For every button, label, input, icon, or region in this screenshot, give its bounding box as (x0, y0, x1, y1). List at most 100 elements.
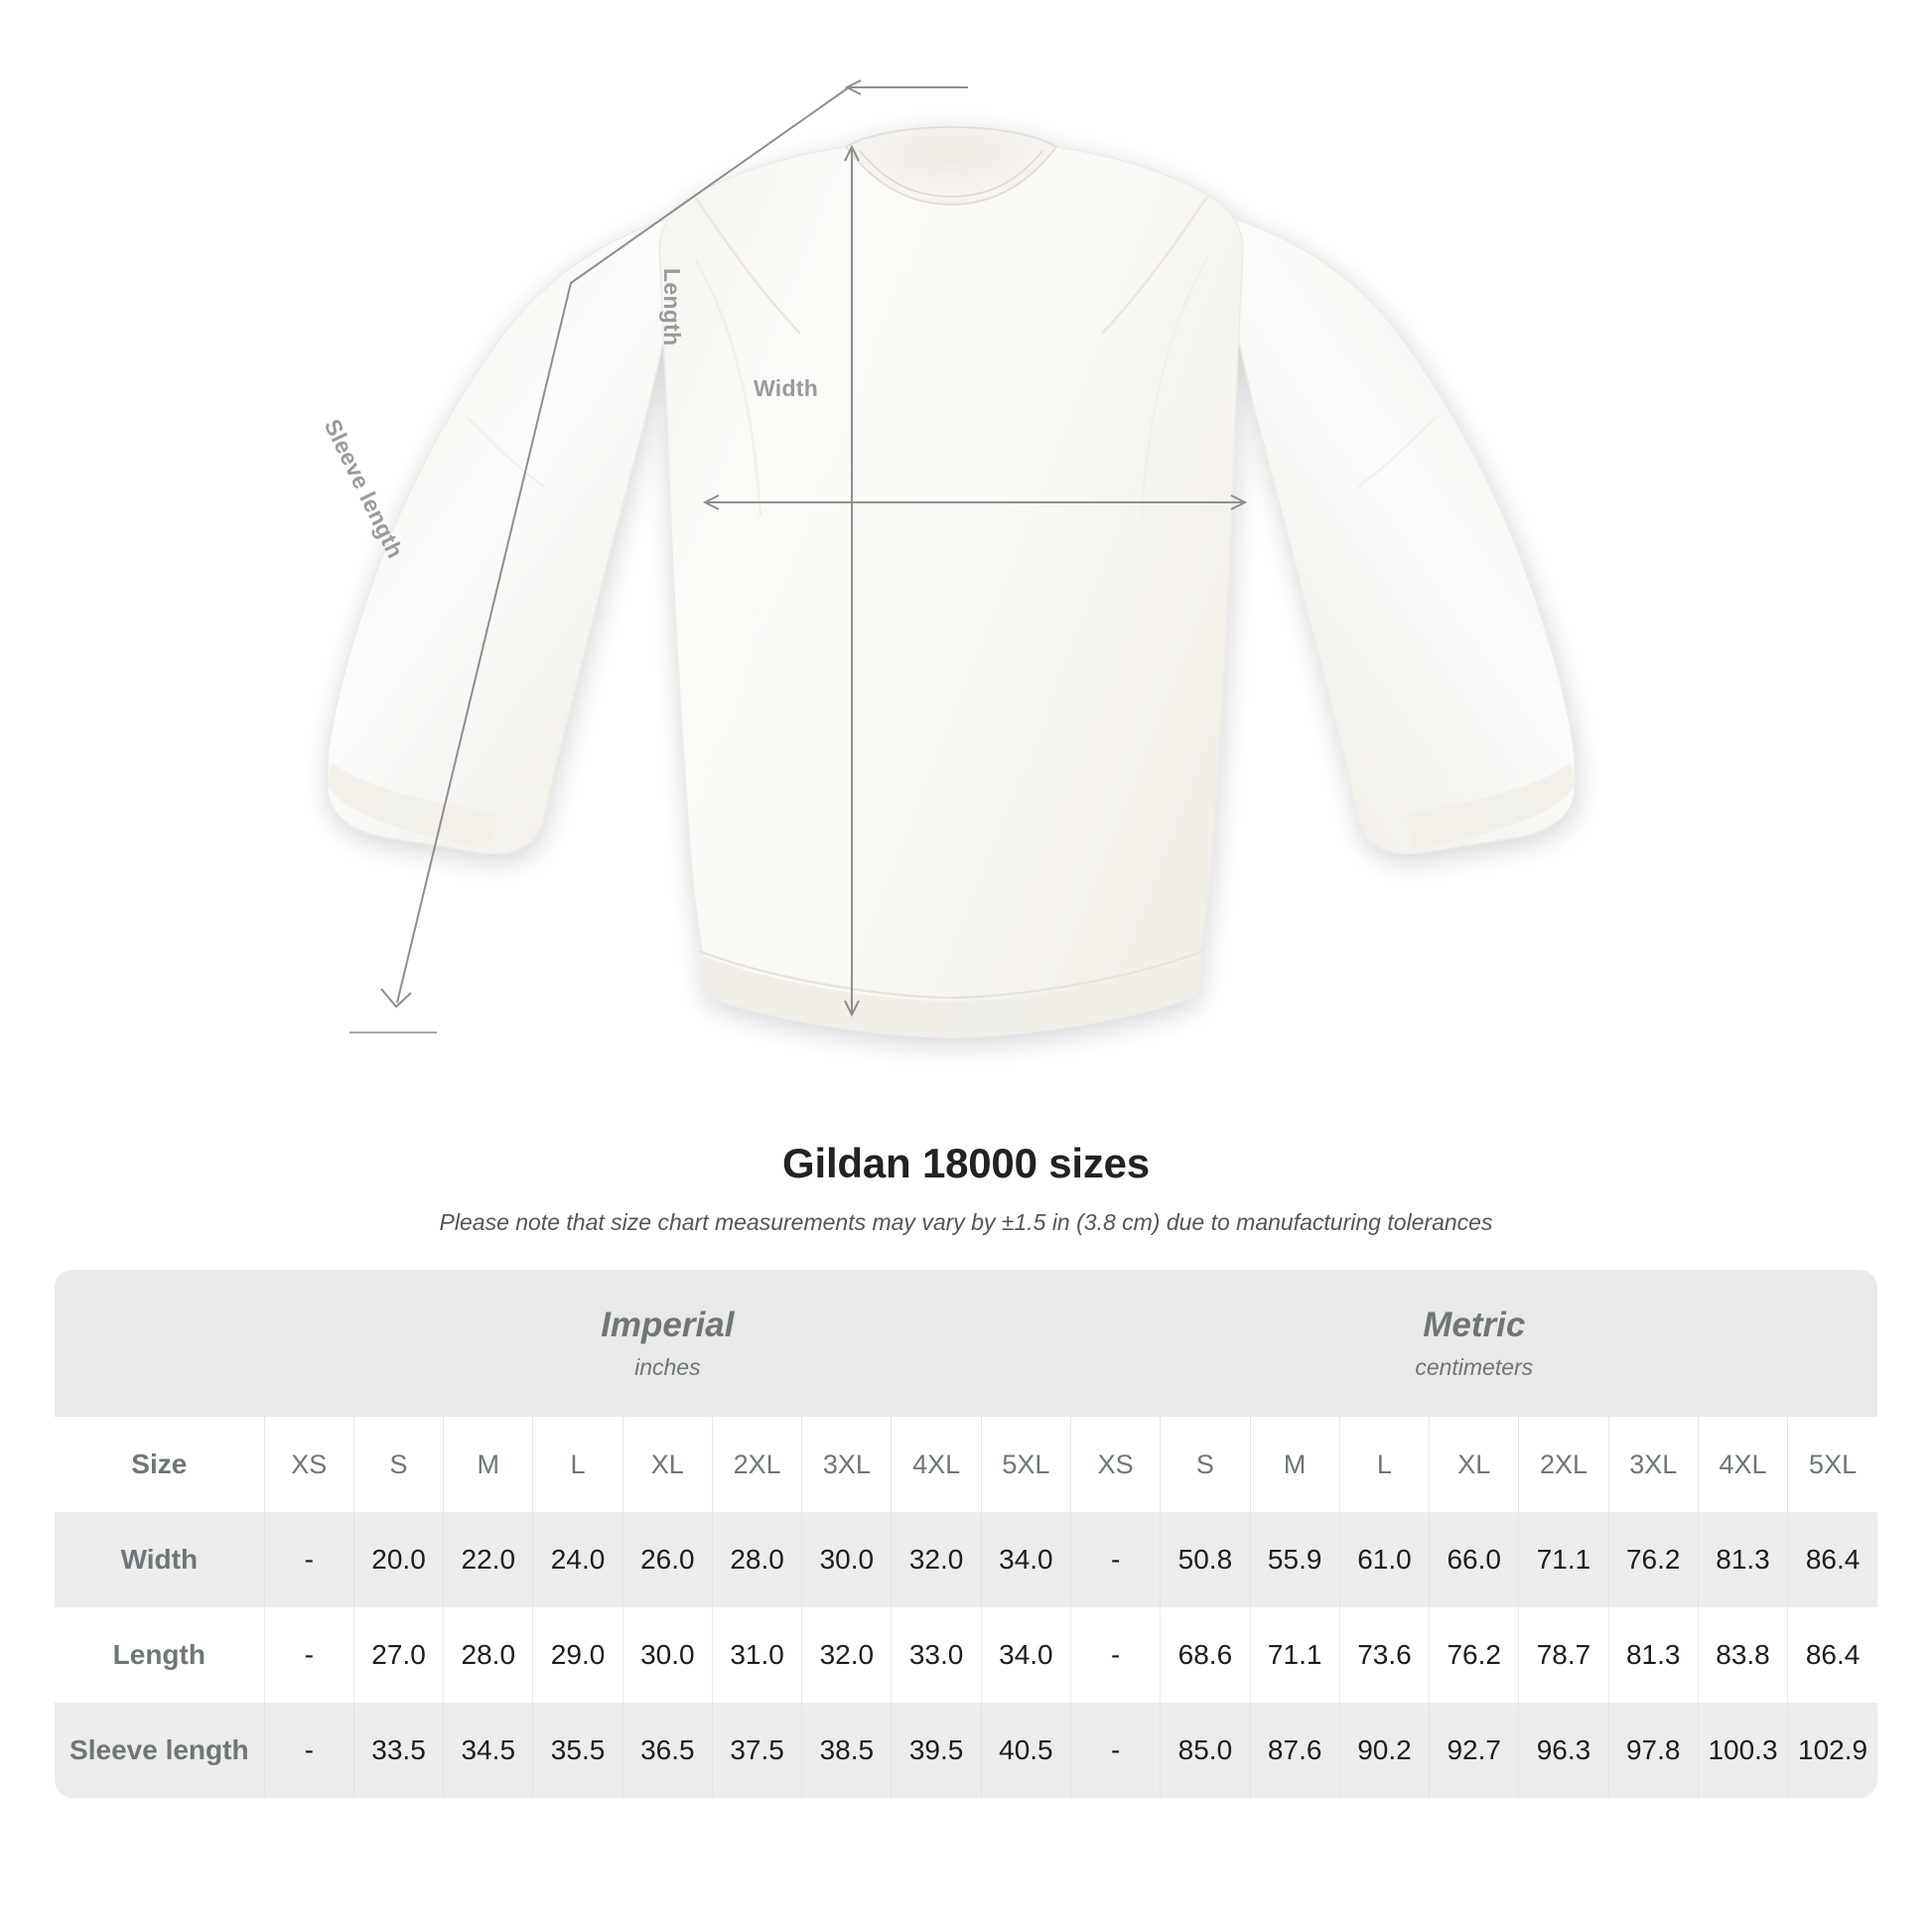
size-header-metric-4xl: 4XL (1698, 1417, 1789, 1512)
size-header-imperial-m: M (443, 1417, 534, 1512)
cell-sleeve-length-metric-2xl: 96.3 (1518, 1703, 1609, 1798)
unit-group-unit: centimeters (1415, 1353, 1534, 1380)
fold-sleeve-right (1357, 416, 1437, 487)
unit-group-name: Imperial (601, 1306, 735, 1345)
cell-sleeve-length-imperial-xs: - (264, 1703, 354, 1798)
cell-length-metric-m: 71.1 (1250, 1607, 1340, 1703)
cell-width-metric-2xl: 71.1 (1518, 1512, 1609, 1607)
cell-width-imperial-3xl: 30.0 (801, 1512, 893, 1607)
cell-length-metric-5xl: 86.4 (1787, 1607, 1877, 1703)
left-cuff (328, 762, 498, 849)
right-sleeve (1216, 212, 1576, 855)
collar-inner-line (859, 150, 1043, 198)
sweatshirt-illustration (327, 126, 1576, 1038)
size-header-metric-m: M (1250, 1417, 1340, 1512)
size-header-metric-l: L (1339, 1417, 1431, 1512)
cell-length-imperial-s: 27.0 (353, 1607, 445, 1703)
cell-length-imperial-3xl: 32.0 (801, 1607, 893, 1703)
row-label-length: Length (55, 1607, 265, 1703)
cell-length-metric-s: 68.6 (1160, 1607, 1251, 1703)
size-header-metric-3xl: 3XL (1608, 1417, 1699, 1512)
unit-group-imperial: Imperial inches (264, 1270, 1071, 1417)
bottom-hem (701, 955, 1201, 1037)
cell-sleeve-length-metric-xl: 92.7 (1429, 1703, 1520, 1798)
unit-group-unit: inches (634, 1353, 701, 1380)
width-annotation-label: Width (754, 375, 819, 401)
row-label-sleeve-length: Sleeve length (55, 1703, 265, 1798)
cell-sleeve-length-imperial-m: 34.5 (443, 1703, 534, 1798)
cell-length-metric-3xl: 81.3 (1608, 1607, 1699, 1703)
fold-right (1140, 257, 1209, 517)
cell-sleeve-length-metric-xs: - (1070, 1703, 1162, 1798)
cell-length-imperial-xs: - (264, 1607, 354, 1703)
cell-width-metric-xl: 66.0 (1429, 1512, 1520, 1607)
size-table: Imperial inches Metric centimeters Size XS S M L… (55, 1270, 1877, 1798)
right-shoulder-seam (1101, 196, 1208, 335)
size-column-header: Size (55, 1417, 265, 1512)
length-measure-line (844, 144, 860, 1018)
fold-left (693, 257, 762, 517)
cell-sleeve-length-metric-3xl: 97.8 (1608, 1703, 1699, 1798)
tolerance-note: Please note that size chart measurements… (439, 1209, 1493, 1235)
cell-sleeve-length-metric-m: 87.6 (1250, 1703, 1340, 1798)
size-header-metric-2xl: 2XL (1518, 1417, 1609, 1512)
cell-length-metric-xl: 76.2 (1429, 1607, 1520, 1703)
unit-group-header-row: Imperial inches Metric centimeters (55, 1270, 1877, 1417)
cell-width-imperial-5xl: 34.0 (981, 1512, 1072, 1607)
size-header-imperial-5xl: 5XL (981, 1417, 1072, 1512)
chart-heading: Gildan 18000 sizes Please note that size… (0, 1140, 1932, 1236)
cell-width-metric-4xl: 81.3 (1698, 1512, 1789, 1607)
cell-width-imperial-2xl: 28.0 (712, 1512, 803, 1607)
size-table-container: Imperial inches Metric centimeters Size XS S M L… (55, 1270, 1877, 1798)
cell-length-imperial-xl: 30.0 (622, 1607, 713, 1703)
table-corner-cell (55, 1270, 265, 1417)
size-header-metric-xl: XL (1429, 1417, 1520, 1512)
cell-width-imperial-xs: - (264, 1512, 354, 1607)
cell-sleeve-length-imperial-s: 33.5 (353, 1703, 445, 1798)
right-cuff (1404, 762, 1575, 849)
table-row: Sleeve length -33.5 34.5 35.5 36.5 37.5 38.5 39… (55, 1703, 1877, 1798)
size-header-imperial-3xl: 3XL (801, 1417, 893, 1512)
unit-group-metric: Metric centimeters (1070, 1270, 1877, 1417)
cell-width-metric-s: 50.8 (1160, 1512, 1251, 1607)
cell-length-imperial-2xl: 31.0 (712, 1607, 803, 1703)
cell-width-imperial-s: 20.0 (353, 1512, 445, 1607)
size-header-metric-xs: XS (1070, 1417, 1162, 1512)
cell-sleeve-length-metric-l: 90.2 (1339, 1703, 1431, 1798)
cell-width-metric-xs: - (1070, 1512, 1162, 1607)
cell-length-metric-2xl: 78.7 (1518, 1607, 1609, 1703)
size-header-imperial-xl: XL (622, 1417, 713, 1512)
size-header-imperial-4xl: 4XL (891, 1417, 982, 1512)
fold-sleeve-left (466, 416, 545, 487)
cell-length-metric-4xl: 83.8 (1698, 1607, 1789, 1703)
size-header-imperial-l: L (532, 1417, 623, 1512)
cell-sleeve-length-imperial-3xl: 38.5 (801, 1703, 893, 1798)
size-header-imperial-xs: XS (264, 1417, 354, 1512)
collar-ribbing (844, 126, 1058, 206)
cell-width-imperial-xl: 26.0 (622, 1512, 713, 1607)
cell-width-imperial-l: 24.0 (532, 1512, 623, 1607)
cell-width-metric-l: 61.0 (1339, 1512, 1431, 1607)
hem-seam (698, 949, 1204, 1000)
row-label-width: Width (55, 1512, 265, 1607)
cell-sleeve-length-metric-s: 85.0 (1160, 1703, 1251, 1798)
cell-width-imperial-4xl: 32.0 (891, 1512, 982, 1607)
cell-sleeve-length-metric-4xl: 100.3 (1698, 1703, 1789, 1798)
cell-length-metric-l: 73.6 (1339, 1607, 1431, 1703)
cell-width-metric-5xl: 86.4 (1787, 1512, 1877, 1607)
product-photo-area: Length Width Sleeve length (319, 79, 1576, 1038)
cell-length-imperial-4xl: 33.0 (891, 1607, 982, 1703)
sleeve-length-measure-line (349, 79, 968, 1034)
left-shoulder-seam (694, 196, 801, 335)
cell-sleeve-length-imperial-2xl: 37.5 (712, 1703, 803, 1798)
cell-sleeve-length-imperial-4xl: 39.5 (891, 1703, 982, 1798)
table-row: Width -20.0 22.0 24.0 26.0 28.0 30.0 32.0 34.0-5… (55, 1512, 1877, 1607)
cell-sleeve-length-imperial-l: 35.5 (532, 1703, 623, 1798)
cell-length-imperial-5xl: 34.0 (981, 1607, 1072, 1703)
cell-length-imperial-m: 28.0 (443, 1607, 534, 1703)
size-header-imperial-2xl: 2XL (712, 1417, 803, 1512)
size-header-metric-5xl: 5XL (1787, 1417, 1877, 1512)
cell-width-metric-m: 55.9 (1250, 1512, 1340, 1607)
left-sleeve (327, 212, 686, 855)
